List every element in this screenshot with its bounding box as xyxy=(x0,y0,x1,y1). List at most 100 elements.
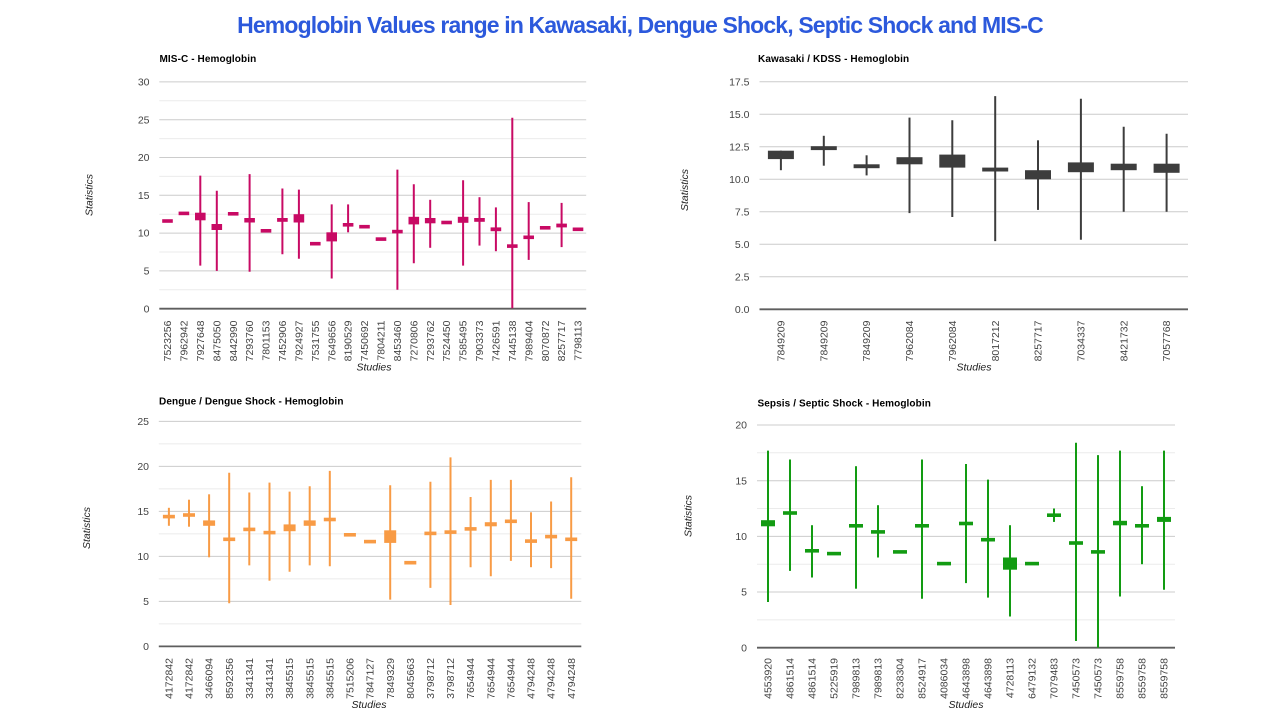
svg-text:7849329: 7849329 xyxy=(385,658,397,699)
svg-text:7989813: 7989813 xyxy=(873,658,885,699)
svg-text:Studies: Studies xyxy=(351,699,387,711)
svg-text:2.5: 2.5 xyxy=(735,271,750,283)
svg-text:Studies: Studies xyxy=(356,362,392,374)
svg-text:4794248: 4794248 xyxy=(546,658,558,699)
svg-text:30: 30 xyxy=(138,76,150,88)
svg-text:Studies: Studies xyxy=(948,699,984,711)
svg-text:7515206: 7515206 xyxy=(344,658,356,699)
svg-text:Dengue / Dengue Shock - Hemogl: Dengue / Dengue Shock - Hemoglobin xyxy=(159,397,344,408)
svg-text:7654944: 7654944 xyxy=(505,658,517,699)
svg-text:7452906: 7452906 xyxy=(277,320,289,361)
svg-text:3845515: 3845515 xyxy=(284,658,296,699)
svg-text:5: 5 xyxy=(741,587,747,599)
svg-text:3798712: 3798712 xyxy=(425,658,437,699)
svg-text:4794248: 4794248 xyxy=(526,658,538,699)
svg-text:7.5: 7.5 xyxy=(735,206,750,218)
svg-text:7531755: 7531755 xyxy=(310,320,322,361)
svg-text:7798113: 7798113 xyxy=(573,320,585,360)
svg-text:15.0: 15.0 xyxy=(729,109,750,121)
svg-text:17.5: 17.5 xyxy=(729,76,750,88)
svg-text:7962942: 7962942 xyxy=(178,320,190,361)
svg-text:5.0: 5.0 xyxy=(735,239,750,251)
svg-text:8592356: 8592356 xyxy=(224,658,236,699)
svg-text:7903373: 7903373 xyxy=(474,320,486,361)
svg-text:7849209: 7849209 xyxy=(818,320,830,361)
svg-text:5: 5 xyxy=(144,265,150,277)
svg-text:10: 10 xyxy=(735,531,747,543)
svg-text:12.5: 12.5 xyxy=(729,141,750,153)
svg-text:Statistics: Statistics xyxy=(84,173,96,216)
svg-text:7654944: 7654944 xyxy=(485,658,497,699)
svg-text:4643898: 4643898 xyxy=(983,658,995,699)
svg-text:3845515: 3845515 xyxy=(304,658,316,699)
svg-text:5225919: 5225919 xyxy=(829,658,841,699)
svg-text:7293762: 7293762 xyxy=(425,320,437,361)
svg-text:7270806: 7270806 xyxy=(408,320,420,361)
svg-text:25: 25 xyxy=(137,416,149,428)
svg-text:6479132: 6479132 xyxy=(1027,658,1039,699)
svg-text:7801153: 7801153 xyxy=(261,320,273,360)
svg-text:7962084: 7962084 xyxy=(904,320,916,361)
svg-text:0.0: 0.0 xyxy=(735,304,750,316)
svg-text:7989813: 7989813 xyxy=(851,658,863,699)
svg-text:0: 0 xyxy=(143,641,149,653)
svg-text:7450692: 7450692 xyxy=(359,320,371,361)
svg-text:20: 20 xyxy=(138,152,150,164)
svg-text:7445138: 7445138 xyxy=(507,320,519,361)
svg-text:8190529: 8190529 xyxy=(343,320,355,361)
svg-text:4794248: 4794248 xyxy=(566,658,578,699)
svg-text:25: 25 xyxy=(138,114,150,126)
svg-text:20: 20 xyxy=(735,420,747,432)
svg-text:4172842: 4172842 xyxy=(184,658,196,699)
svg-text:3341341: 3341341 xyxy=(244,658,256,699)
svg-text:7057768: 7057768 xyxy=(1161,320,1173,361)
svg-text:0: 0 xyxy=(144,303,150,315)
svg-text:Studies: Studies xyxy=(956,362,992,374)
svg-text:15: 15 xyxy=(137,506,149,518)
svg-text:7649656: 7649656 xyxy=(326,320,338,361)
svg-text:8017212: 8017212 xyxy=(990,320,1002,361)
svg-text:8524917: 8524917 xyxy=(917,658,929,699)
svg-text:7924927: 7924927 xyxy=(293,320,305,361)
svg-text:3845515: 3845515 xyxy=(324,658,336,699)
svg-text:20: 20 xyxy=(137,461,149,473)
svg-text:3798712: 3798712 xyxy=(445,658,457,699)
svg-text:MIS-C - Hemoglobin: MIS-C - Hemoglobin xyxy=(160,54,257,65)
svg-text:8045663: 8045663 xyxy=(405,658,417,699)
svg-text:Statistics: Statistics xyxy=(683,494,695,537)
svg-text:7293760: 7293760 xyxy=(244,320,256,361)
svg-text:8442990: 8442990 xyxy=(228,320,240,361)
svg-text:7034337: 7034337 xyxy=(1075,320,1087,361)
svg-text:8559758: 8559758 xyxy=(1159,658,1171,699)
svg-text:8421732: 8421732 xyxy=(1118,320,1130,361)
svg-text:4086034: 4086034 xyxy=(939,658,951,699)
svg-text:8453460: 8453460 xyxy=(392,320,404,361)
svg-text:7849209: 7849209 xyxy=(775,320,787,361)
svg-text:5: 5 xyxy=(143,596,149,608)
svg-text:8257717: 8257717 xyxy=(1033,320,1045,361)
svg-text:7654944: 7654944 xyxy=(465,658,477,699)
svg-text:7079483: 7079483 xyxy=(1049,658,1061,699)
svg-text:10: 10 xyxy=(137,551,149,563)
svg-text:7450573: 7450573 xyxy=(1071,658,1083,699)
svg-text:0: 0 xyxy=(741,642,747,654)
svg-text:7450573: 7450573 xyxy=(1093,658,1105,699)
svg-text:15: 15 xyxy=(138,190,150,202)
svg-text:8475050: 8475050 xyxy=(211,320,223,361)
svg-text:7426591: 7426591 xyxy=(490,320,502,361)
svg-text:3466094: 3466094 xyxy=(204,658,216,699)
svg-text:Kawasaki / KDSS - Hemoglobin: Kawasaki / KDSS - Hemoglobin xyxy=(758,54,909,65)
svg-text:8070872: 8070872 xyxy=(540,320,552,361)
svg-text:7524450: 7524450 xyxy=(441,320,453,361)
svg-text:7523256: 7523256 xyxy=(162,320,174,361)
svg-text:4643898: 4643898 xyxy=(961,658,973,699)
svg-text:10.0: 10.0 xyxy=(729,174,750,186)
svg-text:4172842: 4172842 xyxy=(163,658,175,699)
svg-text:7927648: 7927648 xyxy=(195,320,207,361)
svg-text:Statistics: Statistics xyxy=(81,506,93,549)
svg-text:Statistics: Statistics xyxy=(679,168,691,211)
svg-text:7989404: 7989404 xyxy=(523,320,535,361)
svg-text:Sepsis / Septic Shock - Hemogl: Sepsis / Septic Shock - Hemoglobin xyxy=(758,399,931,410)
svg-text:7585495: 7585495 xyxy=(458,320,470,361)
svg-text:10: 10 xyxy=(138,228,150,240)
